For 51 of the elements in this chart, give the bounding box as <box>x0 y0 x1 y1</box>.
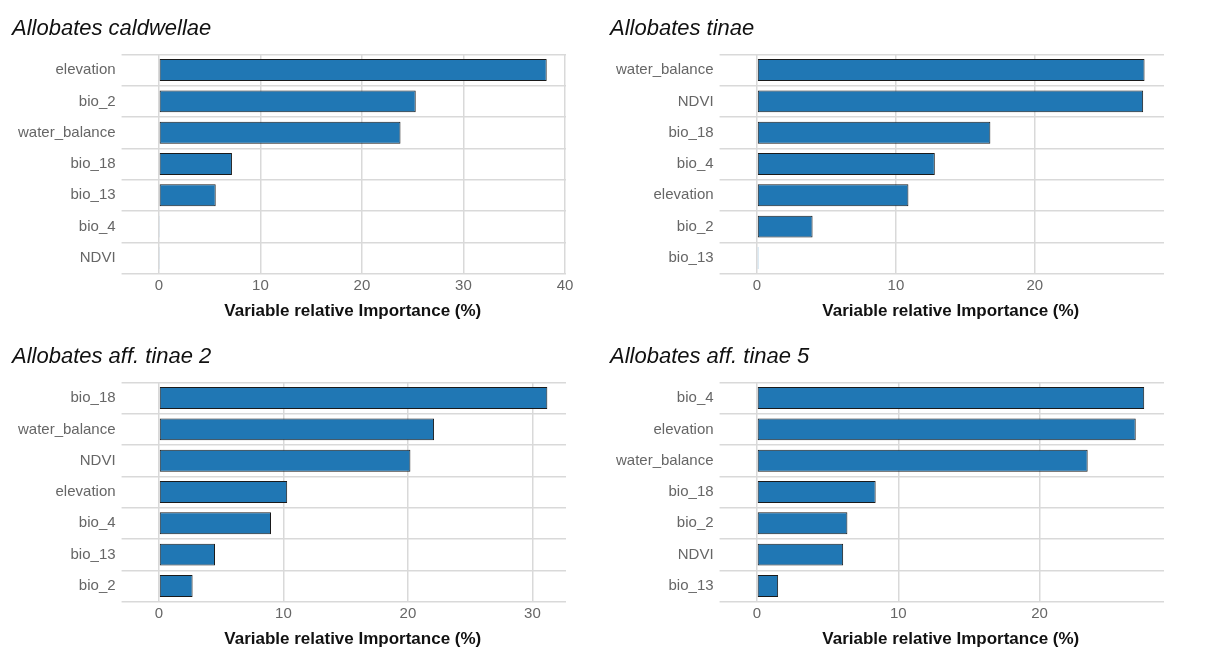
x-tick-label: 20 <box>353 275 371 293</box>
chart-title: Allobates aff. tinae 5 <box>608 343 811 369</box>
x-tick-label: 30 <box>524 603 541 621</box>
x-tick-label: 20 <box>1031 603 1048 621</box>
chart-title: Allobates aff. tinae 2 <box>10 343 212 369</box>
y-tick-label: bio_13 <box>668 248 714 266</box>
x-tick-label: 10 <box>252 275 269 293</box>
x-tick-label: 30 <box>455 275 472 293</box>
x-tick-label: 0 <box>154 603 164 621</box>
y-tick-label: bio_2 <box>676 513 714 531</box>
y-tick-label: water_balance <box>614 450 714 468</box>
y-tick-label: bio_18 <box>668 482 714 500</box>
y-tick-label: bio_2 <box>676 216 714 234</box>
y-tick-label: NDVI <box>79 248 116 266</box>
y-tick-label: elevation <box>653 185 714 203</box>
y-tick-label: bio_4 <box>676 388 714 406</box>
x-axis-title: Variable relative Importance (%) <box>822 301 1080 321</box>
x-axis-title: Variable relative Importance (%) <box>224 629 482 649</box>
y-tick-label: elevation <box>653 419 714 437</box>
y-tick-label: bio_13 <box>668 576 714 594</box>
y-tick-label: elevation <box>55 482 116 500</box>
y-tick-label: NDVI <box>677 544 714 562</box>
y-tick-label: bio_2 <box>78 576 116 594</box>
chart-title: Allobates caldwellae <box>10 15 212 41</box>
y-tick-label: water_balance <box>16 122 116 140</box>
x-tick-label: 20 <box>399 603 417 621</box>
y-tick-label: water_balance <box>16 419 116 437</box>
x-tick-label: 20 <box>1026 275 1044 293</box>
y-tick-label: water_balance <box>614 60 714 78</box>
x-axis-title: Variable relative Importance (%) <box>822 629 1080 649</box>
x-tick-label: 10 <box>889 603 907 621</box>
y-tick-label: bio_13 <box>70 185 116 203</box>
chart-title: Allobates tinae <box>608 15 755 41</box>
y-tick-label: bio_18 <box>668 122 714 140</box>
y-tick-label: bio_4 <box>78 513 116 531</box>
y-tick-label: bio_13 <box>70 544 116 562</box>
x-tick-label: 40 <box>556 275 574 293</box>
y-tick-label: NDVI <box>677 91 714 109</box>
y-tick-label: bio_18 <box>70 154 116 172</box>
y-tick-label: bio_18 <box>70 388 116 406</box>
x-tick-label: 0 <box>752 275 762 293</box>
x-tick-label: 0 <box>752 603 762 621</box>
y-tick-label: bio_4 <box>78 216 116 234</box>
y-tick-label: elevation <box>55 60 116 78</box>
y-tick-label: bio_4 <box>676 154 714 172</box>
x-axis-title: Variable relative Importance (%) <box>224 301 482 321</box>
y-tick-label: NDVI <box>79 450 116 468</box>
y-tick-label: bio_2 <box>78 91 116 109</box>
x-tick-label: 10 <box>275 603 292 621</box>
x-tick-label: 0 <box>154 275 164 293</box>
x-tick-label: 10 <box>887 275 905 293</box>
